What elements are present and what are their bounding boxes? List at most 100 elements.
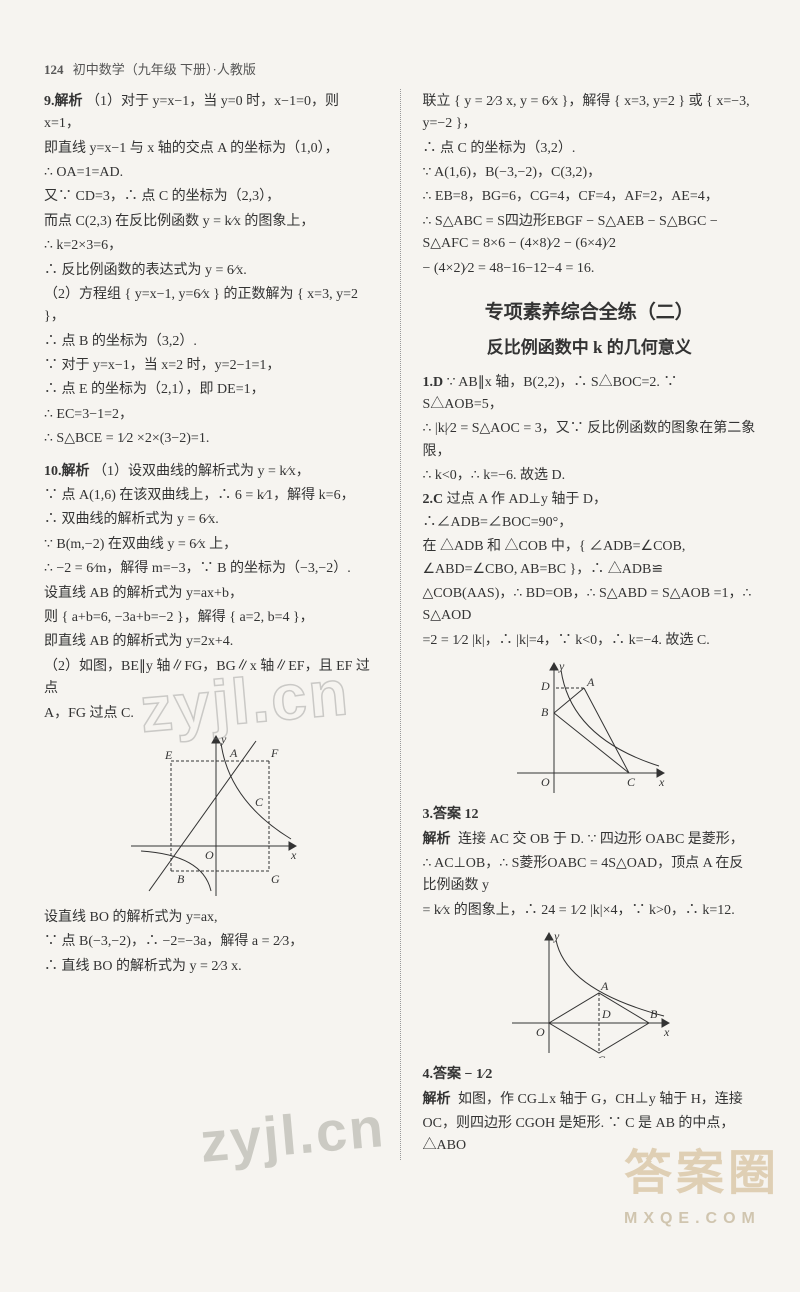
text-line: △COB(AAS)，∴ BD=OB，∴ S△ABD = S△AOB =1，∴ S…: [423, 583, 757, 628]
problem-3-line: 3.答案 12: [423, 804, 757, 826]
text-line: ∴ S△ABC = S四边形EBGF − S△AEB − S△BGC − S△A…: [423, 211, 757, 256]
label-C: C: [597, 1053, 606, 1058]
text-line: ∵ 对于 y=x−1，当 x=2 时，y=2−1=1，: [44, 355, 378, 377]
watermark-logo: 答案圈 MXQE.COM: [624, 1136, 780, 1232]
exp-label: 解析: [423, 832, 455, 847]
figure-left-graph: E A F C G O B x y: [121, 731, 301, 901]
label-F: F: [270, 746, 279, 760]
page-header: 124 初中数学（九年级 下册）·人教版: [44, 60, 756, 81]
problem-1-label: 1.D: [423, 375, 447, 390]
label-O: O: [541, 775, 550, 789]
text-line: 即直线 AB 的解析式为 y=2x+4.: [44, 631, 378, 653]
text-line: ∴ 双曲线的解析式为 y = 6⁄x.: [44, 509, 378, 531]
problem-9-line: 9.解析 （1）对于 y=x−1，当 y=0 时，x−1=0，则 x=1，: [44, 91, 378, 136]
column-divider: [400, 89, 401, 1160]
page-number: 124: [44, 62, 64, 77]
label-C: C: [255, 795, 264, 809]
label-x: x: [658, 775, 665, 789]
label-y: y: [220, 732, 227, 746]
text-line: ∴ 点 E 的坐标为（2,1），即 DE=1，: [44, 379, 378, 401]
label-E: E: [164, 748, 173, 762]
book-title: 初中数学（九年级 下册）·人教版: [73, 62, 256, 77]
text-line: ∴ OA=1=AD.: [44, 162, 378, 184]
text-line: ∴ S△BCE = 1⁄2 ×2×(3−2)=1.: [44, 428, 378, 450]
label-D: D: [601, 1007, 611, 1021]
text: 过点 A 作 AD⊥y 轴于 D，∴∠ADB=∠BOC=90°，: [423, 492, 608, 529]
figure-right-2: A D B O C x y: [504, 928, 674, 1058]
text-line: ∴ EC=3−1=2，: [44, 404, 378, 426]
text-line: 又∵ CD=3，∴ 点 C 的坐标为（2,3），: [44, 186, 378, 208]
text-line: ∵ B(m,−2) 在双曲线 y = 6⁄x 上，: [44, 534, 378, 556]
problem-10-label: 10.解析: [44, 464, 93, 479]
label-G: G: [271, 872, 280, 886]
text-line: − (4×2)⁄2 = 48−16−12−4 = 16.: [423, 258, 757, 280]
problem-1-line: 1.D ∵ AB∥x 轴，B(2,2)，∴ S△BOC=2. ∵ S△AOB=5…: [423, 372, 757, 417]
label-x: x: [663, 1025, 670, 1039]
text-line: =2 = 1⁄2 |k|，∴ |k|=4，∵ k<0，∴ k=−4. 故选 C.: [423, 630, 757, 652]
problem-3-label: 3.答案: [423, 807, 465, 822]
text-line: ∴ EB=8，BG=6，CG=4，CF=4，AF=2，AE=4，: [423, 186, 757, 208]
text-line: ∴ 反比例函数的表达式为 y = 6⁄x.: [44, 260, 378, 282]
problem-9-label: 9.解析: [44, 94, 86, 109]
problem-3-answer: 12: [465, 807, 479, 822]
logo-row2: MXQE.COM: [624, 1206, 780, 1232]
label-O: O: [536, 1025, 545, 1039]
problem-4-label: 4.答案: [423, 1067, 465, 1082]
text-line: ∴ 点 B 的坐标为（3,2）.: [44, 331, 378, 353]
text-line: ∵ A(1,6)，B(−3,−2)，C(3,2)，: [423, 162, 757, 184]
text-line: ∴ |k|⁄2 = S△AOC = 3，又∵ 反比例函数的图象在第二象限，: [423, 418, 757, 463]
label-O: O: [205, 848, 214, 862]
label-y: y: [553, 929, 560, 943]
section-subtitle: 反比例函数中 k 的几何意义: [423, 334, 757, 361]
text: （1）对于 y=x−1，当 y=0 时，x−1=0，则 x=1，: [44, 94, 339, 131]
figure-right-1: A D B O C x y: [509, 658, 669, 798]
text-line: = k⁄x 的图象上，∴ 24 = 1⁄2 |k|×4，∵ k>0，∴ k=12…: [423, 900, 757, 922]
logo-row1: 答案圈: [624, 1136, 780, 1213]
exp-label: 解析: [423, 1092, 455, 1107]
text-line: ∴ 点 C 的坐标为（3,2）.: [423, 138, 757, 160]
text-line: 设直线 BO 的解析式为 y=ax,: [44, 907, 378, 929]
text-line: 即直线 y=x−1 与 x 轴的交点 A 的坐标为（1,0），: [44, 138, 378, 160]
label-D: D: [540, 679, 550, 693]
problem-2-line: 2.C 过点 A 作 AD⊥y 轴于 D，∴∠ADB=∠BOC=90°，: [423, 489, 757, 534]
text-line: （2）方程组 { y=x−1, y=6⁄x } 的正数解为 { x=3, y=2…: [44, 284, 378, 329]
text-line: ∵ 点 B(−3,−2)，∴ −2=−3a，解得 a = 2⁄3，: [44, 931, 378, 953]
text-line: ∵ 点 A(1,6) 在该双曲线上，∴ 6 = k⁄1，解得 k=6，: [44, 485, 378, 507]
text-line: ∴ k<0，∴ k=−6. 故选 D.: [423, 465, 757, 487]
label-B: B: [541, 705, 549, 719]
problem-4-line: 4.答案 − 1⁄2: [423, 1064, 757, 1086]
section-title: 专项素养综合全练（二）: [423, 298, 757, 328]
text-line: ∴ k=2×3=6，: [44, 235, 378, 257]
problem-4-exp: 解析 如图，作 CG⊥x 轴于 G，CH⊥y 轴于 H，连接: [423, 1089, 757, 1111]
label-x: x: [290, 848, 297, 862]
problem-2-label: 2.C: [423, 492, 447, 507]
text: 连接 AC 交 OB 于 D. ∵ 四边形 OABC 是菱形，: [458, 832, 744, 847]
two-column-layout: 9.解析 （1）对于 y=x−1，当 y=0 时，x−1=0，则 x=1， 即直…: [44, 89, 756, 1160]
text-line: 而点 C(2,3) 在反比例函数 y = k⁄x 的图象上，: [44, 211, 378, 233]
label-A: A: [600, 979, 609, 993]
label-A: A: [229, 746, 238, 760]
text: 如图，作 CG⊥x 轴于 G，CH⊥y 轴于 H，连接: [458, 1092, 743, 1107]
text-line: （2）如图，BE∥y 轴∥FG，BG∥x 轴∥EF，且 EF 过点: [44, 656, 378, 701]
text-line: 在 △ADB 和 △COB 中，{ ∠ADB=∠COB, ∠ABD=∠CBO, …: [423, 536, 757, 581]
page-container: 124 初中数学（九年级 下册）·人教版 9.解析 （1）对于 y=x−1，当 …: [0, 0, 800, 1200]
left-column: 9.解析 （1）对于 y=x−1，当 y=0 时，x−1=0，则 x=1， 即直…: [44, 89, 378, 1160]
label-C: C: [627, 775, 636, 789]
problem-4-answer: − 1⁄2: [465, 1067, 493, 1082]
label-A: A: [586, 675, 595, 689]
text-line: 设直线 AB 的解析式为 y=ax+b，: [44, 583, 378, 605]
text: ∵ AB∥x 轴，B(2,2)，∴ S△BOC=2. ∵ S△AOB=5，: [423, 375, 678, 412]
right-column: 联立 { y = 2⁄3 x, y = 6⁄x }，解得 { x=3, y=2 …: [423, 89, 757, 1160]
problem-3-exp: 解析 连接 AC 交 OB 于 D. ∵ 四边形 OABC 是菱形，: [423, 829, 757, 851]
text-line: ∴ AC⊥OB，∴ S菱形OABC = 4S△OAD，顶点 A 在反比例函数 y: [423, 853, 757, 898]
problem-10-line: 10.解析 （1）设双曲线的解析式为 y = k⁄x，: [44, 461, 378, 483]
label-B: B: [650, 1007, 658, 1021]
text-line: ∴ 直线 BO 的解析式为 y = 2⁄3 x.: [44, 956, 378, 978]
label-y: y: [558, 659, 565, 673]
text-line: 则 { a+b=6, −3a+b=−2 }，解得 { a=2, b=4 }，: [44, 607, 378, 629]
text-line: 联立 { y = 2⁄3 x, y = 6⁄x }，解得 { x=3, y=2 …: [423, 91, 757, 136]
text-line: A，FG 过点 C.: [44, 703, 378, 725]
label-B: B: [177, 872, 185, 886]
text-line: ∴ −2 = 6⁄m，解得 m=−3，∵ B 的坐标为（−3,−2）.: [44, 558, 378, 580]
text: （1）设双曲线的解析式为 y = k⁄x，: [93, 464, 310, 479]
